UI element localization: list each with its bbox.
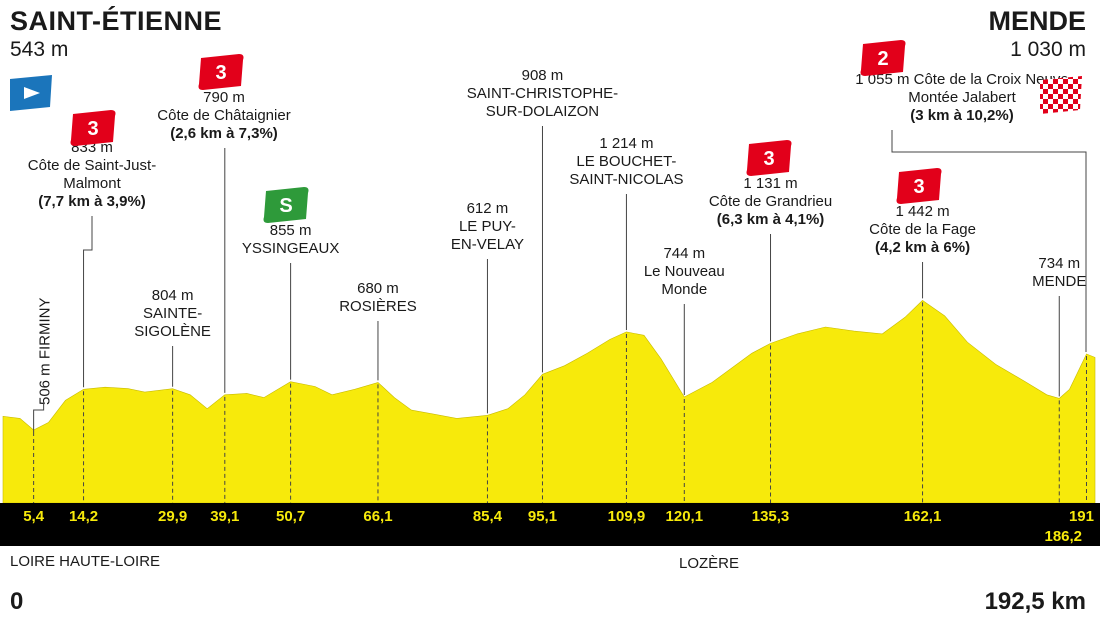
distance-end: 192,5 km	[984, 588, 1086, 615]
annotation-line: 790 m	[203, 89, 245, 106]
flag-category-label: 2	[877, 48, 888, 70]
annotation-line: SAINT-NICOLAS	[569, 171, 683, 188]
climb-category-flag-icon	[198, 54, 244, 90]
annotation-line: YSSINGEAUX	[242, 240, 340, 257]
region-lozere: LOZÈRE	[679, 555, 740, 572]
annotation-line: 1 442 m	[895, 203, 949, 220]
leader-line	[33, 402, 45, 432]
km-marker-label: 39,1	[210, 508, 239, 525]
town-label-vertical: 506 m FIRMINY	[37, 297, 54, 405]
annotation-gradient: (4,2 km à 6%)	[875, 239, 970, 256]
annotation-line: Côte de Saint-Just-	[28, 157, 156, 174]
flag-category-label: 3	[215, 62, 226, 84]
annotation-gradient: (7,7 km à 3,9%)	[38, 193, 146, 210]
km-marker-label: 95,1	[528, 508, 557, 525]
annotation-line: SIGOLÈNE	[134, 323, 211, 340]
flag-category-label: 3	[87, 118, 98, 140]
km-marker-label: 29,9	[158, 508, 187, 525]
annotation-line: 734 m	[1038, 255, 1080, 272]
annotation-line: Côte de Grandrieu	[709, 193, 832, 210]
annotation-line: EN-VELAY	[451, 236, 524, 253]
climb-category-flag-icon	[860, 40, 906, 76]
annotation-line: MENDE	[1032, 273, 1086, 290]
annotation-line: SAINTE-	[143, 305, 202, 322]
start-town-name: SAINT-ÉTIENNE	[10, 6, 223, 36]
climb-category-flag-icon	[896, 168, 942, 204]
annotation-line: SAINT-CHRISTOPHE-	[467, 85, 618, 102]
annotation-line: 1 214 m	[599, 135, 653, 152]
km-marker-label: 66,1	[363, 508, 392, 525]
annotation-line: SUR-DOLAIZON	[486, 103, 599, 120]
km-marker-label: 120,1	[666, 508, 704, 525]
annotation-line: 1 055 m Côte de la Croix Neuve	[855, 71, 1068, 88]
km-marker-label: 186,2	[1044, 528, 1082, 545]
annotation-line: 744 m	[663, 245, 705, 262]
climb-category-flag-icon	[70, 110, 116, 146]
start-arrow-icon	[24, 87, 40, 99]
km-marker-label: 5,4	[23, 508, 45, 525]
km-marker-label: 85,4	[473, 508, 503, 525]
annotation-line: Malmont	[63, 175, 121, 192]
km-bar	[0, 503, 1100, 546]
finish-altitude: 1 030 m	[1010, 38, 1086, 61]
annotation-line: 612 m	[467, 200, 509, 217]
annotation-line: 804 m	[152, 287, 194, 304]
annotation-line: Monde	[661, 281, 707, 298]
annotation-line: LE PUY-	[459, 218, 516, 235]
km-marker-label: 50,7	[276, 508, 305, 525]
finish-flag-icon	[1040, 76, 1082, 114]
distance-start: 0	[10, 588, 24, 615]
annotation-line: 680 m	[357, 280, 399, 297]
annotation-line: 855 m	[270, 222, 312, 239]
km-marker-label: 135,3	[752, 508, 790, 525]
km-marker-label: 14,2	[69, 508, 98, 525]
sprint-flag-icon	[263, 187, 309, 223]
km-marker-label: 191	[1069, 508, 1094, 525]
km-marker-label: 162,1	[904, 508, 942, 525]
annotation-line: Côte de Châtaignier	[157, 107, 290, 124]
annotation-line: 1 131 m	[743, 175, 797, 192]
flag-category-label: 3	[763, 148, 774, 170]
leader-line	[891, 130, 1087, 352]
annotation-line: Le Nouveau	[644, 263, 725, 280]
km-marker-label: 109,9	[608, 508, 646, 525]
flag-category-label: S	[279, 195, 292, 217]
profile-area	[2, 300, 1096, 504]
annotation-line: Montée Jalabert	[908, 89, 1016, 106]
annotation-line: 908 m	[522, 67, 564, 84]
annotation-line: Côte de la Fage	[869, 221, 976, 238]
leader-line	[83, 216, 93, 388]
annotation-line: LE BOUCHET-	[576, 153, 676, 170]
annotation-gradient: (6,3 km à 4,1%)	[717, 211, 825, 228]
annotation-gradient: (2,6 km à 7,3%)	[170, 125, 278, 142]
start-altitude: 543 m	[10, 38, 69, 61]
annotation-line: ROSIÈRES	[339, 298, 417, 315]
region-loire-haute-loire: LOIRE HAUTE-LOIRE	[10, 553, 161, 570]
finish-town-name: MENDE	[988, 6, 1086, 36]
climb-category-flag-icon	[746, 140, 792, 176]
annotation-gradient: (3 km à 10,2%)	[910, 107, 1013, 124]
flag-category-label: 3	[913, 176, 924, 198]
